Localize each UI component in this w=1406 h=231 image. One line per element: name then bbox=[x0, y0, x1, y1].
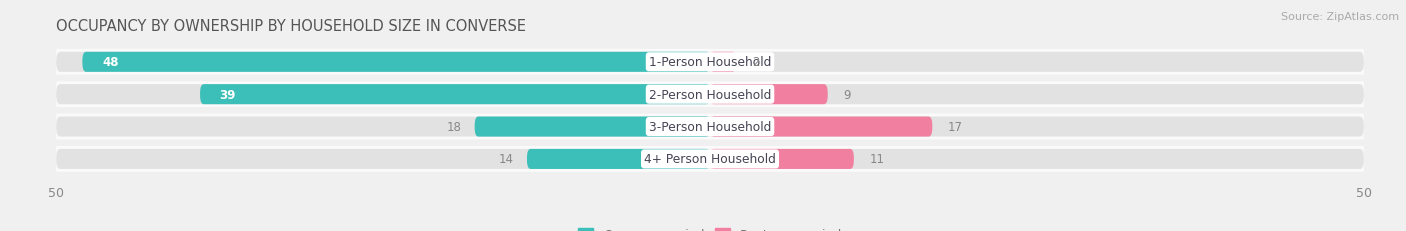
Text: 11: 11 bbox=[869, 153, 884, 166]
Text: 14: 14 bbox=[499, 153, 515, 166]
Text: 4+ Person Household: 4+ Person Household bbox=[644, 153, 776, 166]
FancyBboxPatch shape bbox=[200, 85, 710, 105]
Text: 39: 39 bbox=[219, 88, 236, 101]
Legend: Owner-occupied, Renter-occupied: Owner-occupied, Renter-occupied bbox=[578, 228, 842, 231]
FancyBboxPatch shape bbox=[710, 149, 853, 169]
FancyBboxPatch shape bbox=[475, 117, 710, 137]
Text: OCCUPANCY BY OWNERSHIP BY HOUSEHOLD SIZE IN CONVERSE: OCCUPANCY BY OWNERSHIP BY HOUSEHOLD SIZE… bbox=[56, 18, 526, 33]
FancyBboxPatch shape bbox=[56, 52, 1364, 73]
FancyBboxPatch shape bbox=[710, 52, 737, 73]
Text: 18: 18 bbox=[447, 121, 461, 134]
FancyBboxPatch shape bbox=[56, 114, 1364, 140]
Text: 48: 48 bbox=[103, 56, 118, 69]
FancyBboxPatch shape bbox=[527, 149, 710, 169]
FancyBboxPatch shape bbox=[710, 85, 828, 105]
FancyBboxPatch shape bbox=[56, 85, 1364, 105]
Text: 1-Person Household: 1-Person Household bbox=[648, 56, 772, 69]
Text: Source: ZipAtlas.com: Source: ZipAtlas.com bbox=[1281, 12, 1399, 21]
Text: 2: 2 bbox=[752, 56, 759, 69]
FancyBboxPatch shape bbox=[56, 149, 1364, 169]
FancyBboxPatch shape bbox=[56, 117, 1364, 137]
FancyBboxPatch shape bbox=[56, 50, 1364, 76]
Text: 17: 17 bbox=[948, 121, 963, 134]
FancyBboxPatch shape bbox=[56, 146, 1364, 172]
Text: 9: 9 bbox=[844, 88, 851, 101]
FancyBboxPatch shape bbox=[56, 82, 1364, 108]
Text: 3-Person Household: 3-Person Household bbox=[648, 121, 772, 134]
Text: 2-Person Household: 2-Person Household bbox=[648, 88, 772, 101]
FancyBboxPatch shape bbox=[83, 52, 710, 73]
FancyBboxPatch shape bbox=[710, 117, 932, 137]
